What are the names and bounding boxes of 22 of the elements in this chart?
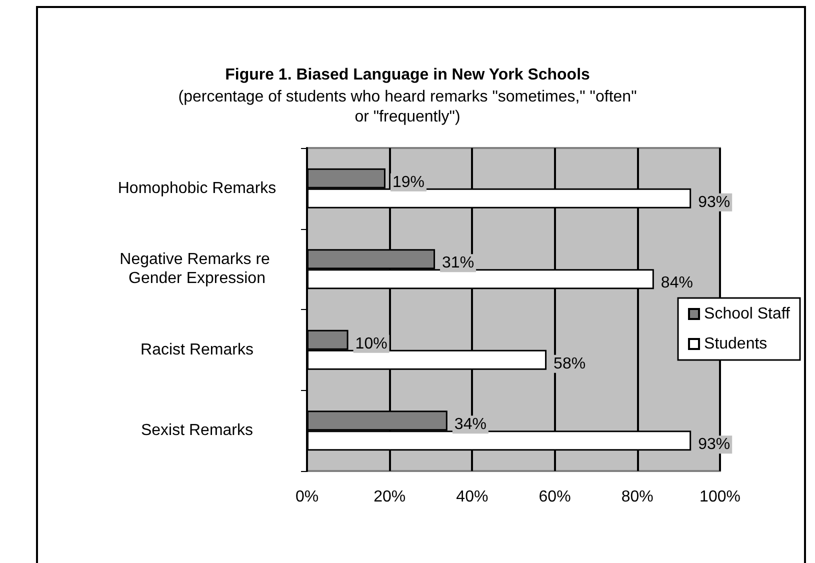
data-label: 84%: [660, 274, 693, 292]
x-tick-label: 100%: [700, 488, 740, 506]
chart-title: Figure 1. Biased Language in New York Schools: [225, 66, 590, 84]
x-tick-label: 40%: [456, 488, 488, 506]
x-tick-label: 0%: [295, 488, 319, 506]
data-label: 58%: [554, 355, 586, 372]
chart-subtitle: (percentage of students who heard remarks "sometimes," "often" or "frequently"): [178, 88, 637, 126]
data-label: 93%: [698, 194, 730, 211]
data-label: 10%: [355, 335, 388, 352]
y-tick-label: Homophobic Remarks: [118, 180, 276, 197]
legend-label: Students: [704, 336, 768, 352]
y-tick-label: Racist Remarks: [140, 341, 254, 358]
legend-label: School Staff: [704, 306, 791, 322]
x-tick-label: 20%: [374, 488, 406, 506]
x-tick-label: 80%: [621, 488, 654, 506]
data-label: 31%: [442, 254, 474, 272]
data-label: 19%: [392, 174, 424, 191]
y-tick-label: Sexist Remarks: [140, 422, 254, 440]
data-label: 34%: [454, 416, 486, 434]
y-tick-label: Negative Remarks re Gender Expression: [120, 251, 274, 288]
data-label: 93%: [698, 436, 730, 454]
x-tick-label: 60%: [538, 488, 571, 506]
